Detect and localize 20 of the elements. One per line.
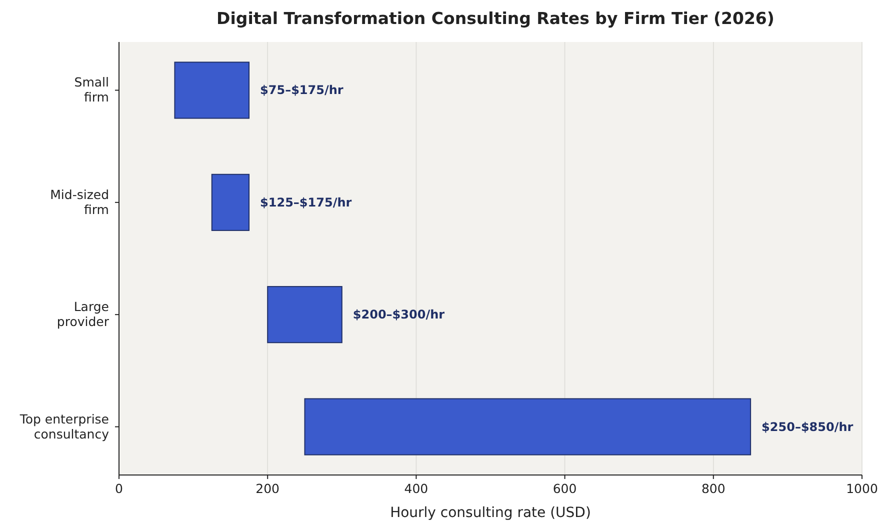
y-tick-label: Large provider [56, 299, 110, 330]
x-tick-label: 800 [701, 481, 726, 496]
bar [304, 398, 752, 456]
x-tick-label: 1000 [846, 481, 878, 496]
y-tick-label: Top enterprise consultancy [18, 411, 110, 442]
bar [267, 286, 342, 344]
data-label: $125–$175/hr [260, 195, 352, 210]
data-label: $250–$850/hr [762, 420, 854, 434]
y-tick-label: Mid-sized firm [50, 186, 109, 217]
bar [211, 174, 250, 231]
x-tick-label: 0 [115, 481, 124, 496]
data-label: $200–$300/hr [352, 308, 445, 322]
data-label: $75–$175/hr [260, 83, 344, 98]
x-tick-label: 400 [404, 481, 428, 496]
x-tick-label: 200 [256, 481, 280, 496]
y-tick-label: Small firm [74, 74, 109, 105]
bar [174, 62, 250, 119]
x-tick-label: 600 [552, 481, 577, 496]
x-axis-title: Hourly consulting rate (USD) [390, 505, 591, 521]
chart-title: Digital Transformation Consulting Rates by Firm Tier (2026) [216, 9, 774, 28]
